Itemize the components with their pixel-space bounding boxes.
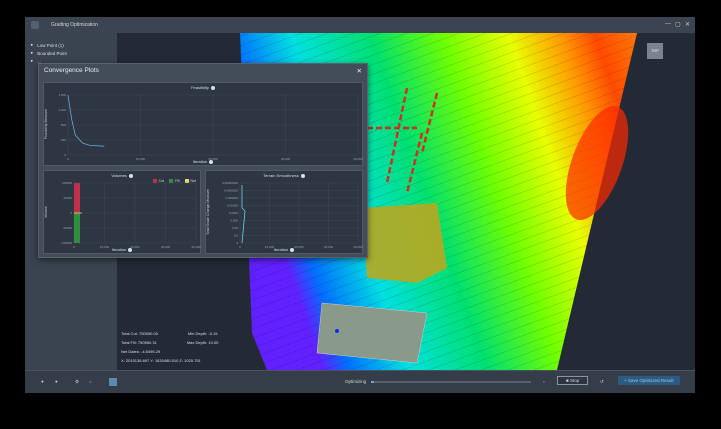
y-tick-label: 0.000000 [225,196,238,200]
cursor-coordinates: X: 2010138.697 Y: 1630480.510 Z: 1025.75… [121,358,201,363]
x-tick-label: 30,000 [281,157,291,161]
save-optimized-result-button[interactable]: + Save Optimized Result [618,376,680,385]
x-tick-label: 10,000 [136,157,146,161]
x-tick-label: 0 [67,157,69,161]
y-tick-label: 0.00 [232,226,238,230]
close-button[interactable]: ✕ [685,22,691,28]
x-tick-label: 0 [239,245,241,249]
info-icon[interactable] [300,173,305,178]
y-tick-label: 0 [236,241,238,245]
x-axis-label: Iteration [273,247,289,252]
fill-bar [74,213,80,243]
y-tick-label: 1,500 [58,93,66,97]
statistics-panel: Total Cut: 750550.00 Min Depth: -0.15 Tot… [117,327,222,371]
pause-icon[interactable]: ▫ [543,379,545,384]
tree-item[interactable]: ▸ Bounded Point [31,50,67,56]
y-tick-label: 0 [70,211,72,215]
info-icon[interactable] [210,85,215,90]
x-axis-label: Iteration [192,159,208,164]
tree-item[interactable]: ▸... [31,58,42,64]
y-tick-label: 0.0 [234,234,239,238]
legend: Cut Fill Net [152,179,196,183]
legend-fill: Fill [169,179,180,183]
legend-net: Net [184,179,196,183]
x-tick-label: 10,000 [100,245,110,249]
total-fill: Total Fill: 750550.31 [121,340,157,345]
x-tick-label: 40,000 [353,157,363,161]
y-tick-label: 0 [64,153,66,157]
x-tick-label: 20,000 [208,157,218,161]
x-tick-label: 40,000 [353,245,363,249]
plot-title: Terrain Smoothness [263,173,299,178]
settings-icon[interactable]: ⚙ [75,379,80,384]
view-cube[interactable]: TOP [647,43,663,59]
app-logo-icon [31,21,39,29]
status-text: Optimizing [345,379,367,384]
tree-item[interactable]: ▸ Low Point (1) [31,42,64,48]
app-window: Grading Optimization — ▢ ✕ ▸ Low Point (1… [25,17,695,393]
info-icon[interactable] [209,159,214,164]
y-tick-label: 100000 [62,181,72,185]
smoothness-line [241,185,246,244]
min-depth: Min Depth: -0.15 [187,331,218,336]
legend-cut: Cut [152,179,164,183]
x-tick-label: 20,000 [294,245,304,249]
feasibility-plot: Feasibility Feasibility Measure Iteratio… [43,82,363,166]
total-cut: Total Cut: 750550.00 [121,331,158,336]
cut-bar [74,183,80,213]
info-icon[interactable] [290,247,295,252]
bottom-toolbar: ● ● ⚙ ⌂ Optimizing ▫ ■ Stop ↺ + Save Opt… [25,370,695,393]
info-icon[interactable] [128,247,133,252]
info-icon[interactable]: ● [55,379,58,384]
y-tick-label: 50000 [64,196,73,200]
terrain-smoothness-plot: Terrain Smoothness Total Grade Change Me… [205,170,363,254]
x-tick-label: 20,000 [130,245,140,249]
close-dialog-button[interactable]: ✕ [356,68,362,75]
feasibility-chart: 1,500 1,000 500 250 00 10,000 20,000 30,000 40,0… [58,93,363,161]
info-icon[interactable] [128,173,133,178]
y-tick-label: 0.000 [230,219,238,223]
progress-bar [371,381,531,383]
plot-title: Feasibility [191,85,209,90]
y-tick-label: 500 [61,123,66,127]
x-tick-label: 10,000 [265,245,275,249]
plot-title: Volumes [111,173,127,178]
help-icon[interactable]: ● [41,379,44,384]
x-tick-label: 0 [73,245,75,249]
y-tick-label: 0.00000000 [222,181,238,185]
terrain-chart: 0.000000000.00000000.0000000.000000.0000… [222,181,363,249]
net-volume: Net Dates: -4,5495.29 [121,349,161,354]
max-depth: Max Depth: 10.00 [186,340,219,345]
feasibility-line [67,94,105,147]
home-icon[interactable]: ⌂ [89,379,92,384]
y-tick-label: -50000 [63,226,73,230]
stop-button[interactable]: ■ Stop [557,376,589,385]
x-tick-label: 30,000 [324,245,334,249]
y-tick-label: -100000 [61,241,72,245]
maximize-button[interactable]: ▢ [675,22,681,28]
y-tick-label: 0.0000 [229,211,239,215]
convergence-plots-dialog: Convergence Plots ✕ Feasibility Feasibili… [38,63,368,258]
minimize-button[interactable]: — [665,21,671,27]
volumes-plot: Volumes Cut Fill Net Volume Iteration 10… [43,170,201,254]
x-tick-label: 40,000 [191,245,201,249]
title-bar: Grading Optimization — ▢ ✕ [25,17,695,33]
y-tick-label: 0.00000 [227,204,238,208]
y-tick-label: 250 [61,138,66,142]
dialog-title: Convergence Plots [44,67,99,74]
x-tick-label: 30,000 [161,245,171,249]
window-title: Grading Optimization [51,22,98,28]
x-axis-label: Iteration [111,247,127,252]
undo-icon[interactable]: ↺ [600,379,604,384]
y-tick-label: 1,000 [58,108,66,112]
y-tick-label: 0.0000000 [224,189,239,193]
view-toggle-button[interactable] [109,378,117,386]
